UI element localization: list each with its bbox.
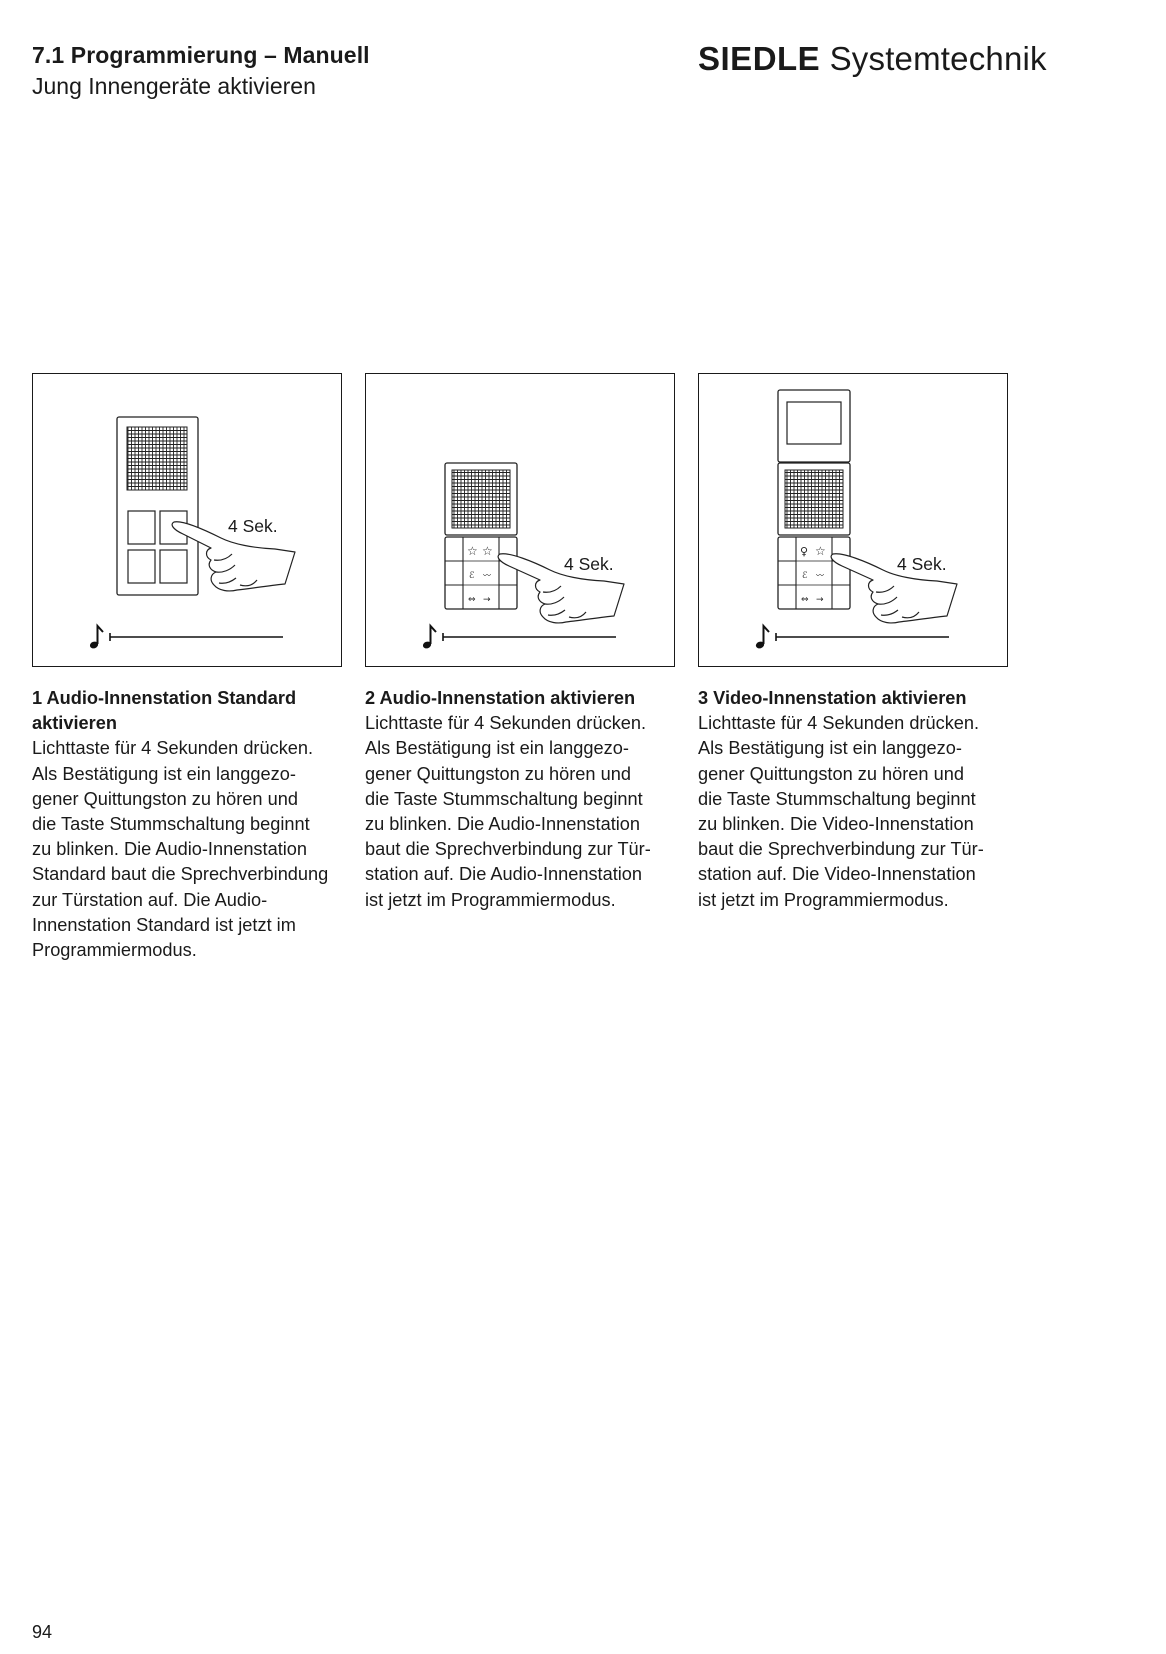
wave-icon: 〰	[483, 571, 491, 580]
button-module	[777, 536, 851, 610]
caption-line: Als Bestätigung ist ein langgezo-	[698, 738, 962, 759]
caption-line: zu blinken. Die Video-Innenstation	[698, 814, 974, 835]
button-bottom-right	[159, 549, 188, 584]
caption-line: Lichttaste für 4 Sekunden drücken.	[365, 713, 647, 734]
caption-line: Lichttaste für 4 Sekunden drücken.	[32, 738, 314, 759]
caption-line: die Taste Stummschaltung beginnt	[698, 788, 976, 809]
caption-line: Als Bestätigung ist ein langgezo-	[365, 738, 629, 759]
speak-icon: ⇔	[468, 595, 476, 605]
caption-line: zu blinken. Die Audio-Innenstation	[365, 814, 641, 835]
video-screen	[786, 401, 842, 445]
figure-panel-audio: ☆ ☆ ℰ 〰 ⇔ → 4 Sek.	[365, 373, 675, 667]
caption-audio-standard: 1 Audio-Innenstation Standard aktivieren…	[32, 686, 342, 963]
video-device-illustration: ♀ ☆ ℰ 〰 ⇔ → 4 Sek.	[755, 389, 958, 649]
page-number: 94	[32, 1622, 53, 1642]
caption-line: gener Quittungston zu hören und	[32, 788, 298, 809]
caption-video: 3 Video-Innenstation aktivieren Lichttas…	[698, 686, 1008, 913]
speaker-grille	[126, 426, 188, 491]
caption-line: Standard baut die Sprechverbindung	[32, 864, 329, 885]
mute-icon: ℰ	[802, 571, 808, 581]
tone-duration-line	[442, 633, 616, 641]
speaker-grille	[451, 469, 511, 529]
caption-line: zur Türstation auf. Die Audio-	[32, 889, 268, 910]
wave-icon: 〰	[816, 571, 824, 580]
caption-line: station auf. Die Audio-Innenstation	[365, 864, 643, 885]
caption-title: 3 Video-Innenstation aktivieren	[698, 688, 967, 708]
button-top-left	[127, 510, 156, 545]
duration-label: 4 Sek.	[564, 554, 614, 574]
door-open-icon: →	[816, 595, 824, 605]
caption-line: ist jetzt im Programmiermodus.	[698, 889, 949, 910]
brand-logo: SIEDLE Systemtechnik	[698, 40, 1047, 78]
music-note-icon	[422, 623, 437, 649]
door-open-icon: →	[483, 595, 491, 605]
button-bottom-left	[127, 549, 156, 584]
caption-line: Innenstation Standard ist jetzt im	[32, 914, 296, 935]
caption-line: Als Bestätigung ist ein langgezo-	[32, 763, 296, 784]
caption-line: zu blinken. Die Audio-Innenstation	[32, 839, 308, 860]
pressing-hand-icon	[497, 553, 625, 624]
brand-name: SIEDLE	[698, 40, 821, 77]
star-icon: ☆	[467, 544, 478, 558]
caption-line: baut die Sprechverbindung zur Tür-	[365, 839, 651, 860]
speak-icon: ⇔	[801, 595, 809, 605]
caption-line: Lichttaste für 4 Sekunden drücken.	[698, 713, 980, 734]
caption-audio: 2 Audio-Innenstation aktivieren Lichttas…	[365, 686, 675, 913]
figure-panel-audio-standard: 4 Sek.	[32, 373, 342, 667]
figure-panel-video: ♀ ☆ ℰ 〰 ⇔ → 4 Sek.	[698, 373, 1008, 667]
star-icon: ☆	[815, 544, 826, 558]
audio-standard-device-illustration: 4 Sek.	[89, 416, 296, 649]
caption-line: die Taste Stummschaltung beginnt	[32, 814, 310, 835]
caption-line: Programmiermodus.	[32, 940, 197, 961]
brand-suffix: Systemtechnik	[829, 40, 1047, 77]
camera-icon: ♀	[800, 545, 808, 558]
star-icon: ☆	[482, 544, 493, 558]
caption-title: 1 Audio-Innenstation Standard aktivieren	[32, 688, 297, 734]
button-module	[444, 536, 518, 610]
caption-line: station auf. Die Video-Innenstation	[698, 864, 976, 885]
music-note-icon	[89, 623, 104, 649]
caption-title: 2 Audio-Innenstation aktivieren	[365, 688, 636, 708]
caption-line: ist jetzt im Programmiermodus.	[365, 889, 616, 910]
page-subtitle: Jung Innengeräte aktivieren	[32, 73, 316, 99]
page-title: 7.1 Programmierung – Manuell	[32, 42, 370, 68]
music-note-icon	[755, 623, 770, 649]
audio-device-illustration: ☆ ☆ ℰ 〰 ⇔ → 4 Sek.	[422, 462, 625, 649]
speaker-grille	[784, 469, 844, 529]
caption-line: gener Quittungston zu hören und	[698, 763, 964, 784]
caption-line: gener Quittungston zu hören und	[365, 763, 631, 784]
caption-line: die Taste Stummschaltung beginnt	[365, 788, 643, 809]
tone-duration-line	[109, 633, 283, 641]
pressing-hand-icon	[171, 521, 296, 592]
tone-duration-line	[775, 633, 949, 641]
duration-label: 4 Sek.	[228, 516, 278, 536]
caption-line: baut die Sprechverbindung zur Tür-	[698, 839, 984, 860]
duration-label: 4 Sek.	[897, 554, 947, 574]
mute-icon: ℰ	[469, 571, 475, 581]
pressing-hand-icon	[830, 553, 958, 624]
